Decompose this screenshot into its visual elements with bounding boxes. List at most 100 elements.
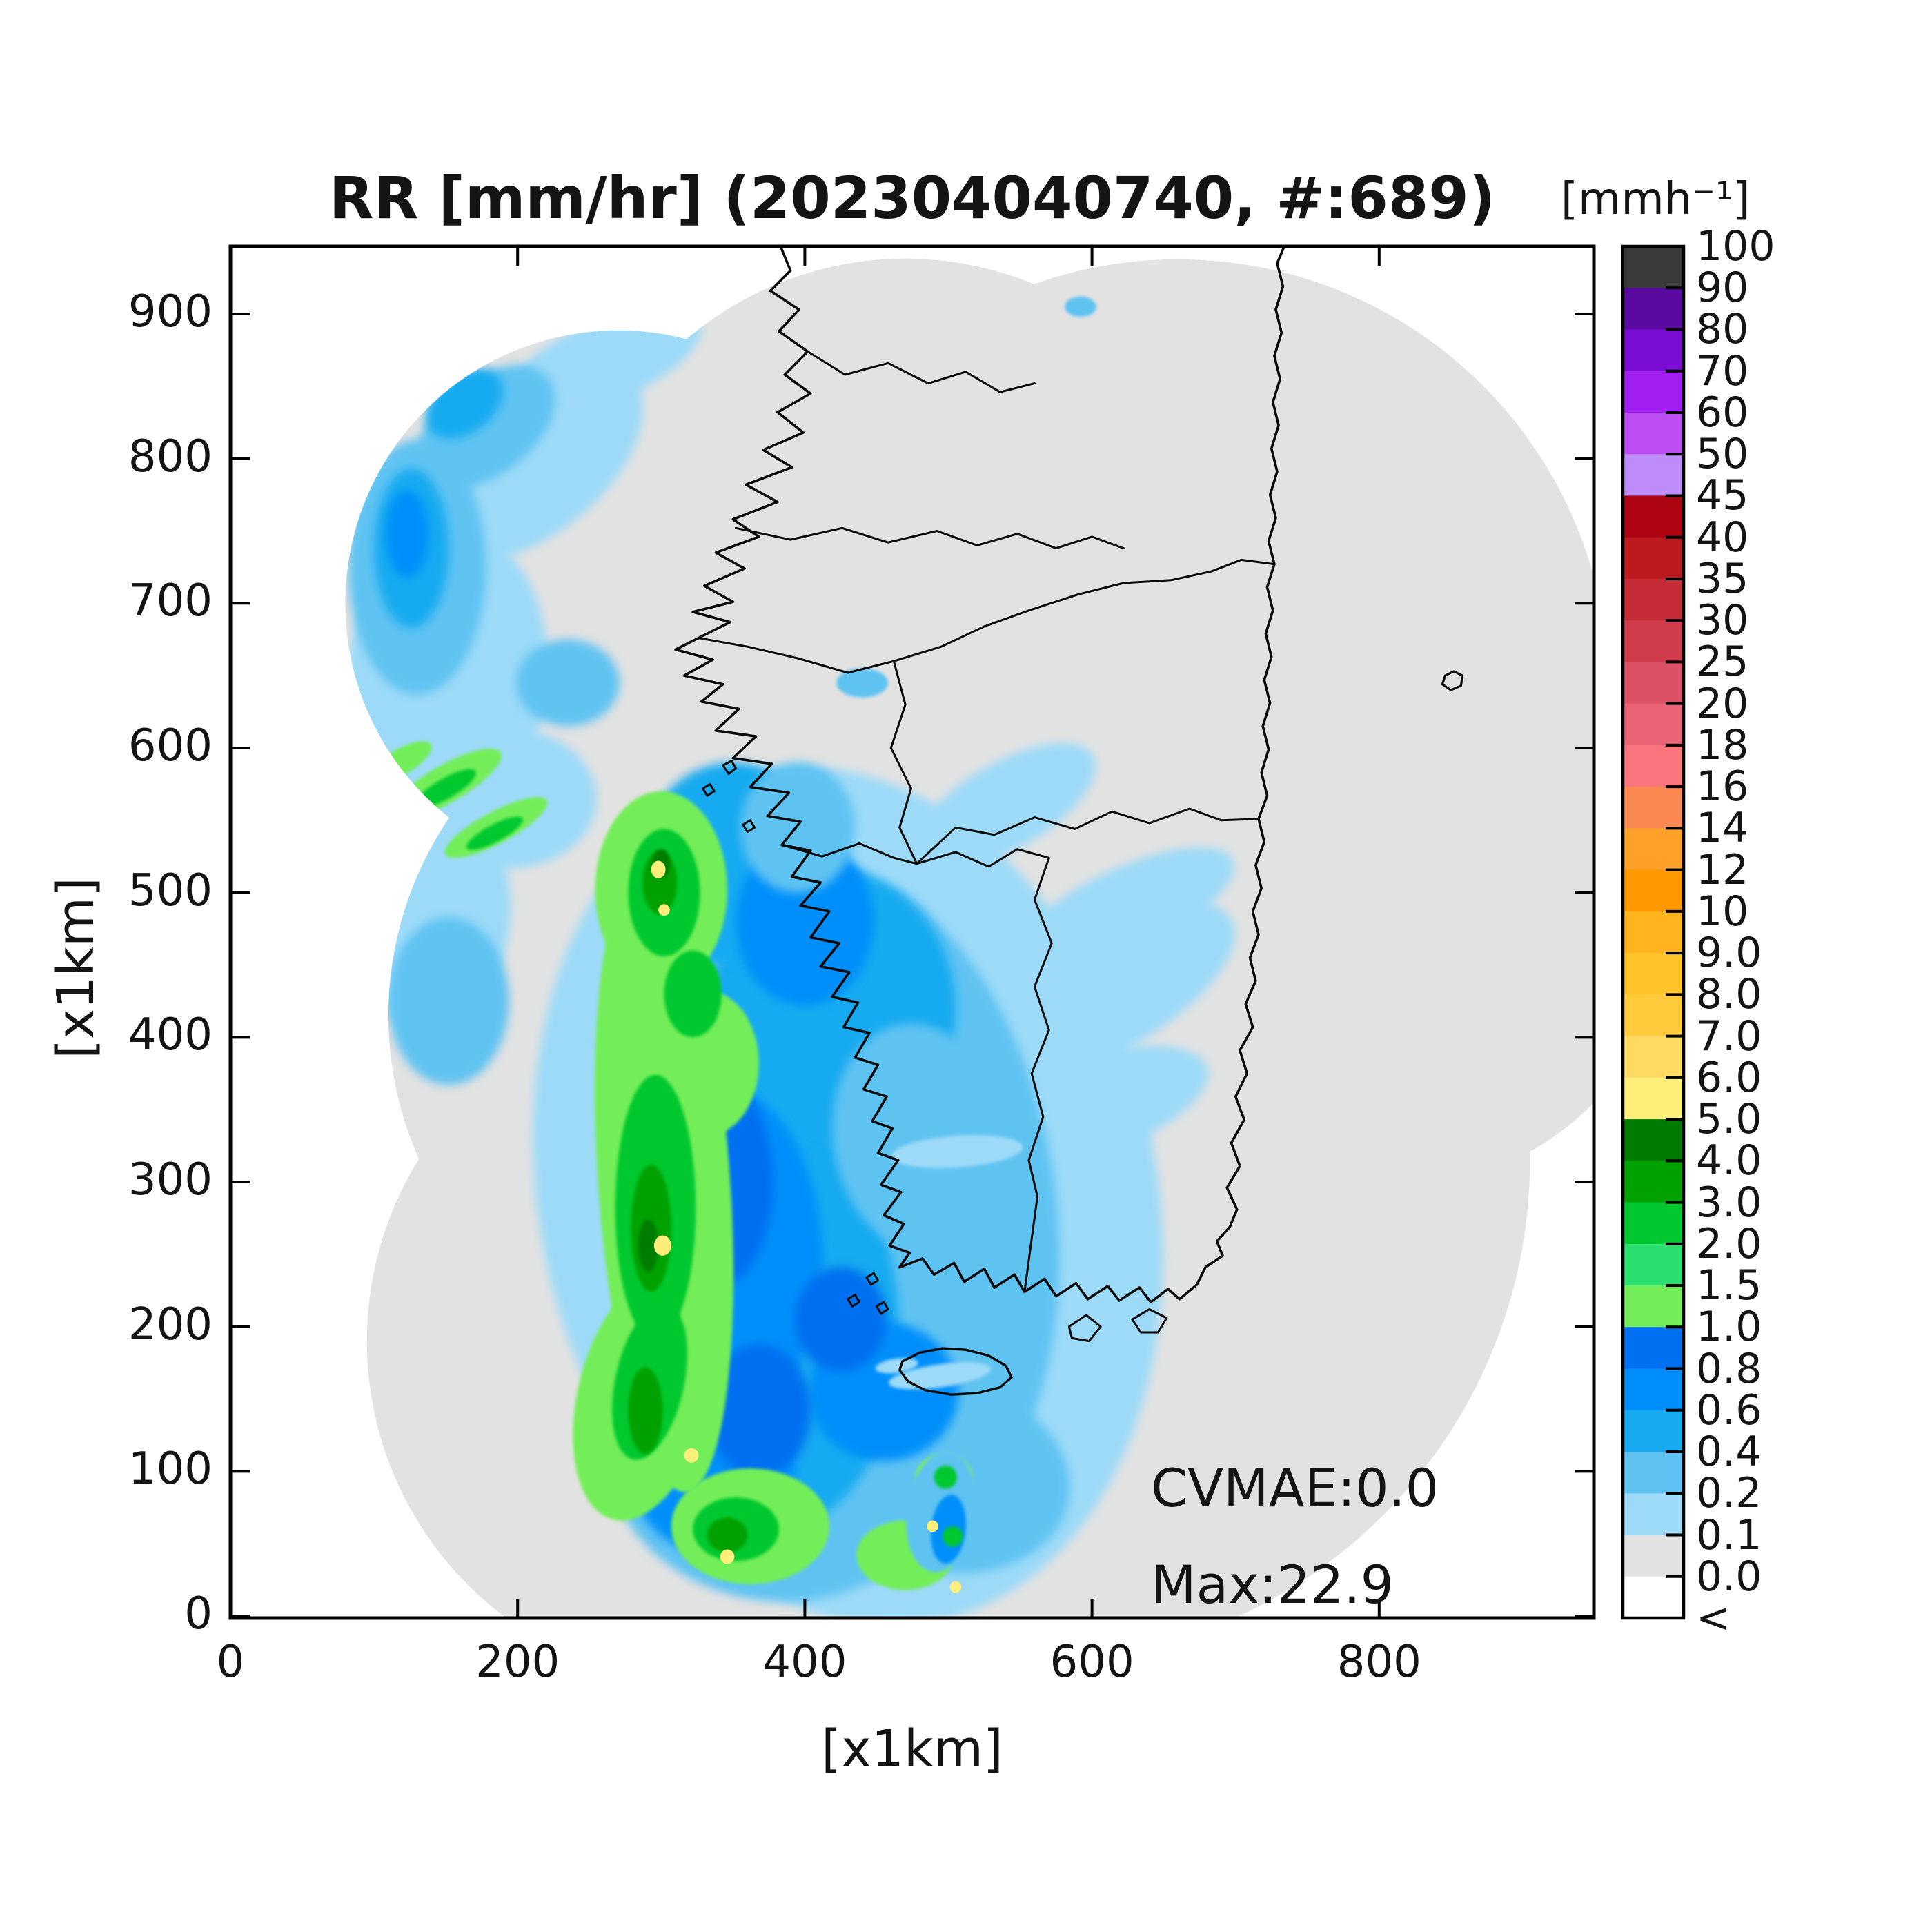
- colorbar-segment: [1623, 329, 1684, 372]
- colorbar-segment: [1623, 1327, 1684, 1370]
- colorbar-tick-label: 2.0: [1696, 1219, 1762, 1268]
- colorbar-tick-label: 0.8: [1696, 1344, 1762, 1393]
- x-tick-label: 800: [1337, 1637, 1421, 1688]
- colorbar-segment: [1623, 703, 1684, 746]
- colorbar-segment: [1623, 1036, 1684, 1078]
- y-tick-label: 700: [128, 575, 213, 627]
- colorbar-segment: [1623, 662, 1684, 704]
- y-tick-label: 500: [128, 865, 213, 916]
- x-tick-label: 200: [475, 1637, 560, 1688]
- colorbar-tick-label: 4.0: [1696, 1136, 1762, 1185]
- colorbar-tick-label: 20: [1696, 679, 1749, 728]
- colorbar-segment: [1623, 1202, 1684, 1245]
- admin-border-jeolla_gyeongsang: [1023, 856, 1053, 1293]
- ulleungdo-island-outline: [1441, 670, 1464, 691]
- y-tick-label: 400: [128, 1009, 213, 1061]
- colorbar-segment: [1623, 787, 1684, 829]
- x-tick-label: 0: [216, 1637, 245, 1688]
- colorbar-segment: [1623, 745, 1684, 787]
- colorbar-tick-label: 7.0: [1696, 1012, 1762, 1061]
- colorbar-tick-label: 0.1: [1696, 1510, 1762, 1559]
- y-tick-label: 800: [128, 431, 213, 482]
- colorbar-tick-label: <: [1696, 1594, 1731, 1642]
- colorbar-segment: [1623, 1161, 1684, 1203]
- axes: [228, 244, 1596, 1620]
- colorbar-tick-label: 14: [1696, 804, 1749, 853]
- y-tick-label: 200: [128, 1299, 213, 1350]
- islet-outline: [1067, 1314, 1102, 1343]
- colorbar-tick-label: 5.0: [1696, 1095, 1762, 1144]
- korea-coastline: [674, 246, 1286, 1303]
- x-axis-label: [x1km]: [821, 1719, 1003, 1779]
- colorbar-tick-label: 50: [1696, 430, 1749, 479]
- colorbar-tick-label: 80: [1696, 305, 1749, 354]
- y-tick-label: 0: [184, 1588, 213, 1639]
- colorbar-tick-label: 0.6: [1696, 1386, 1762, 1435]
- colorbar-tick-label: 100: [1696, 222, 1775, 270]
- colorbar-segment: [1623, 869, 1684, 912]
- admin-border-gangwon_south: [916, 807, 1260, 865]
- y-tick-label: 900: [128, 286, 213, 337]
- admin-border-nk_border_2: [807, 351, 1036, 393]
- colorbar-segment: [1623, 1493, 1684, 1536]
- x-tick-label: 600: [1049, 1637, 1134, 1688]
- colorbar-unit-label: [mmh⁻¹]: [1561, 174, 1751, 225]
- islet-outline: [742, 819, 756, 834]
- max-annotation: Max:22.9: [1151, 1554, 1394, 1615]
- islet-outline: [847, 1294, 860, 1308]
- colorbar-tick-label: 60: [1696, 388, 1749, 437]
- colorbar-segment: [1623, 1535, 1684, 1577]
- colorbar-tick-label: 35: [1696, 554, 1749, 603]
- colorbar-segment: [1623, 620, 1684, 663]
- jeju-island-outline: [898, 1347, 1013, 1396]
- colorbar-segment: [1623, 994, 1684, 1037]
- colorbar-tick-label: 1.5: [1696, 1261, 1762, 1310]
- y-tick-label: 600: [128, 720, 213, 771]
- colorbar-tick-label: 9.0: [1696, 929, 1762, 978]
- precipitation-field: [345, 296, 1235, 1618]
- x-tick-label: 400: [762, 1637, 847, 1688]
- admin-border-dmz: [697, 558, 1276, 674]
- colorbar-segment: [1623, 246, 1684, 288]
- colorbar-tick-label: 0.0: [1696, 1552, 1762, 1601]
- colorbar-tick-label: 3.0: [1696, 1178, 1762, 1227]
- colorbar-segment: [1623, 1410, 1684, 1452]
- colorbar-tick-label: 16: [1696, 762, 1749, 811]
- colorbar-tick-label: 12: [1696, 845, 1749, 894]
- admin-border-nk_border_1: [735, 526, 1125, 550]
- colorbar-segment: [1623, 454, 1684, 497]
- colorbar-tick-label: 90: [1696, 264, 1749, 313]
- colorbar-segment: [1623, 578, 1684, 621]
- colorbar-segment: [1623, 1285, 1684, 1328]
- colorbar-tick-label: 18: [1696, 720, 1749, 769]
- admin-border-gyeonggi_gangwon: [889, 660, 918, 865]
- colorbar-tick-label: 40: [1696, 513, 1749, 562]
- colorbar-tick-label: 45: [1696, 471, 1749, 520]
- colorbar-segment: [1623, 911, 1684, 954]
- y-tick-label: 100: [128, 1443, 213, 1495]
- colorbar-segment: [1623, 537, 1684, 580]
- islet-outline: [875, 1301, 889, 1315]
- colorbar-segment: [1623, 953, 1684, 995]
- islet-outline: [865, 1272, 879, 1286]
- y-tick-label: 300: [128, 1154, 213, 1205]
- colorbar-tick-label: 30: [1696, 596, 1749, 645]
- islet-outline: [1131, 1308, 1168, 1334]
- colorbar-tick-label: 0.2: [1696, 1469, 1762, 1518]
- colorbar-segment: [1623, 1119, 1684, 1161]
- colorbar-segment: [1623, 371, 1684, 413]
- colorbar-segment: [1623, 412, 1684, 455]
- colorbar-tick-label: 70: [1696, 346, 1749, 395]
- colorbar-segment: [1623, 288, 1684, 331]
- colorbar-tick-label: 6.0: [1696, 1053, 1762, 1102]
- map-outlines: [674, 246, 1464, 1396]
- colorbar-tick-label: 1.0: [1696, 1303, 1762, 1352]
- chart-title: RR [mm/hr] (202304040740, #:689): [328, 164, 1496, 232]
- colorbar-tick-label: 8.0: [1696, 970, 1762, 1019]
- colorbar-segment: [1623, 1576, 1684, 1619]
- cvmae-annotation: CVMAE:0.0: [1151, 1457, 1439, 1519]
- colorbar-segment: [1623, 1452, 1684, 1494]
- colorbar-segment: [1623, 495, 1684, 538]
